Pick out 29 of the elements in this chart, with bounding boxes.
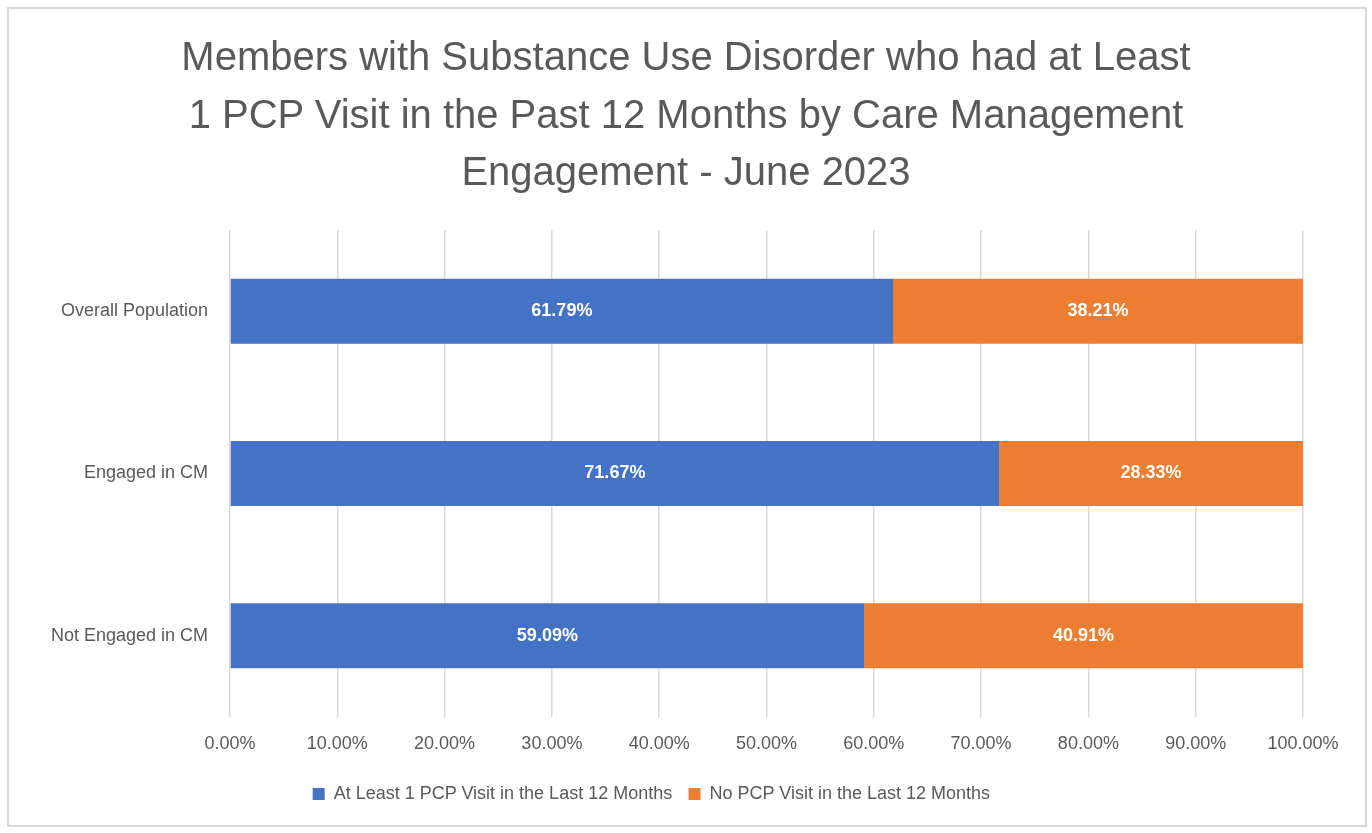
- y-tick-label: Not Engaged in CM: [50, 624, 208, 645]
- x-tick-label: 60.00%: [843, 732, 905, 753]
- x-tick-label: 70.00%: [950, 732, 1012, 753]
- legend-label: No PCP Visit in the Last 12 Months: [709, 782, 991, 803]
- bar: [999, 441, 1303, 506]
- x-tick-label: 0.00%: [204, 732, 256, 753]
- x-tick-label: 30.00%: [521, 732, 583, 753]
- bar: [893, 278, 1303, 344]
- y-tick-label: Engaged in CM: [83, 462, 208, 483]
- x-tick-label: 80.00%: [1057, 732, 1119, 753]
- data-label: 71.67%: [584, 462, 646, 483]
- bar: [864, 603, 1303, 669]
- chart-title: Members with Substance Use Disorder who had at Least 1 PCP Visit in the Past 12 Months by Care Management Engagement - June 2023: [180, 33, 1192, 195]
- data-label: 38.21%: [1067, 300, 1129, 321]
- x-tick-label: 10.00%: [306, 732, 368, 753]
- y-tick-label: Overall Population: [60, 300, 208, 321]
- x-tick-label: 100.00%: [1267, 732, 1339, 753]
- data-label: 61.79%: [531, 300, 593, 321]
- x-tick-label: 40.00%: [628, 732, 690, 753]
- bar: [230, 603, 865, 669]
- x-tick-label: 50.00%: [735, 732, 798, 753]
- data-label: 28.33%: [1120, 462, 1182, 483]
- x-tick-label: 20.00%: [414, 732, 476, 753]
- x-tick-label: 90.00%: [1165, 732, 1227, 753]
- bar: [230, 278, 894, 344]
- data-label: 40.91%: [1052, 624, 1115, 645]
- legend-label: At Least 1 PCP Visit in the Last 12 Months: [333, 782, 673, 803]
- data-label: 59.09%: [516, 624, 578, 645]
- bar: [230, 441, 1000, 506]
